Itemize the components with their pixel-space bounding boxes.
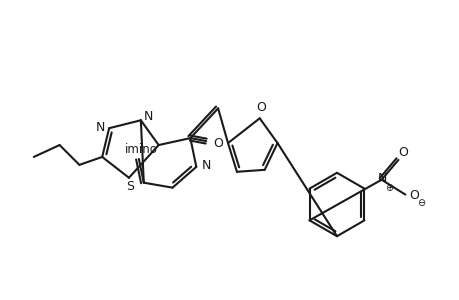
Text: O: O <box>409 189 418 202</box>
Text: N: N <box>144 110 153 123</box>
Text: imino: imino <box>124 142 157 155</box>
Text: ⊕: ⊕ <box>385 183 393 193</box>
Text: O: O <box>255 101 265 114</box>
Text: N: N <box>377 172 386 185</box>
Text: O: O <box>213 136 223 150</box>
Text: O: O <box>397 146 408 160</box>
Text: ⊖: ⊖ <box>416 197 425 208</box>
Text: N: N <box>201 159 210 172</box>
Text: S: S <box>126 180 134 193</box>
Text: N: N <box>95 121 105 134</box>
